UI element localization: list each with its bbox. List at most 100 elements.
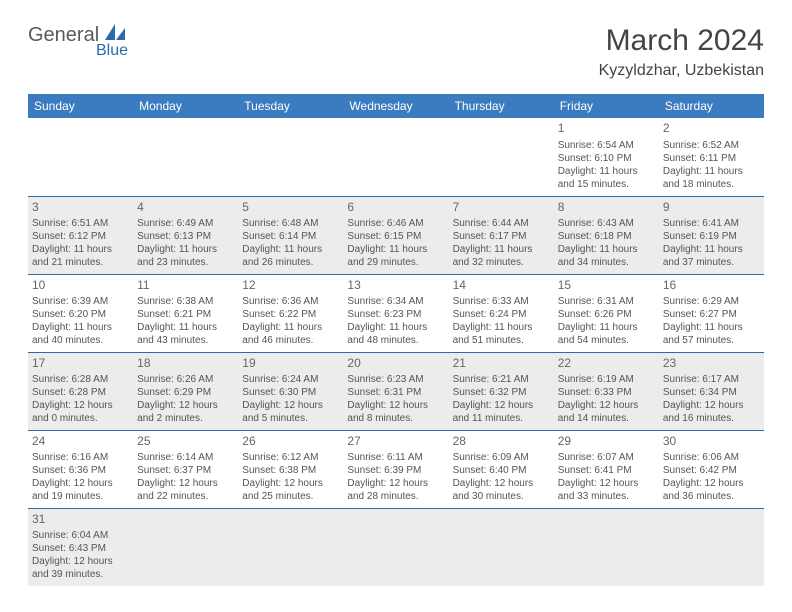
calendar-cell bbox=[133, 508, 238, 586]
day-detail: Sunrise: 6:09 AM bbox=[453, 451, 550, 464]
calendar-cell: 13Sunrise: 6:34 AMSunset: 6:23 PMDayligh… bbox=[343, 274, 448, 352]
day-detail: Sunset: 6:23 PM bbox=[347, 308, 444, 321]
day-detail: and 23 minutes. bbox=[137, 256, 234, 269]
day-number: 25 bbox=[137, 434, 234, 450]
day-detail: Daylight: 12 hours bbox=[32, 555, 129, 568]
day-detail: and 51 minutes. bbox=[453, 334, 550, 347]
calendar-cell bbox=[238, 508, 343, 586]
day-detail: Daylight: 11 hours bbox=[137, 321, 234, 334]
calendar-cell bbox=[659, 508, 764, 586]
day-detail: Sunrise: 6:52 AM bbox=[663, 139, 760, 152]
day-number: 7 bbox=[453, 200, 550, 216]
day-detail: Sunrise: 6:49 AM bbox=[137, 217, 234, 230]
calendar-cell: 8Sunrise: 6:43 AMSunset: 6:18 PMDaylight… bbox=[554, 196, 659, 274]
day-detail: Sunset: 6:18 PM bbox=[558, 230, 655, 243]
calendar-week: 3Sunrise: 6:51 AMSunset: 6:12 PMDaylight… bbox=[28, 196, 764, 274]
day-detail: Sunrise: 6:34 AM bbox=[347, 295, 444, 308]
day-detail: Daylight: 12 hours bbox=[32, 477, 129, 490]
calendar-cell: 27Sunrise: 6:11 AMSunset: 6:39 PMDayligh… bbox=[343, 430, 448, 508]
day-detail: Daylight: 11 hours bbox=[558, 243, 655, 256]
day-detail: Sunset: 6:36 PM bbox=[32, 464, 129, 477]
day-detail: and 16 minutes. bbox=[663, 412, 760, 425]
calendar-cell: 28Sunrise: 6:09 AMSunset: 6:40 PMDayligh… bbox=[449, 430, 554, 508]
day-detail: Sunset: 6:28 PM bbox=[32, 386, 129, 399]
day-detail: Sunrise: 6:33 AM bbox=[453, 295, 550, 308]
day-detail: Sunset: 6:29 PM bbox=[137, 386, 234, 399]
day-detail: Sunset: 6:21 PM bbox=[137, 308, 234, 321]
day-detail: Sunset: 6:15 PM bbox=[347, 230, 444, 243]
calendar-cell: 14Sunrise: 6:33 AMSunset: 6:24 PMDayligh… bbox=[449, 274, 554, 352]
day-detail: Daylight: 11 hours bbox=[242, 243, 339, 256]
day-detail: Daylight: 11 hours bbox=[347, 321, 444, 334]
calendar-week: 31Sunrise: 6:04 AMSunset: 6:43 PMDayligh… bbox=[28, 508, 764, 586]
calendar-cell bbox=[449, 508, 554, 586]
day-detail: Daylight: 12 hours bbox=[347, 399, 444, 412]
day-detail: and 22 minutes. bbox=[137, 490, 234, 503]
calendar-week: 10Sunrise: 6:39 AMSunset: 6:20 PMDayligh… bbox=[28, 274, 764, 352]
day-number: 16 bbox=[663, 278, 760, 294]
calendar-cell: 3Sunrise: 6:51 AMSunset: 6:12 PMDaylight… bbox=[28, 196, 133, 274]
day-detail: and 0 minutes. bbox=[32, 412, 129, 425]
calendar-body: 1Sunrise: 6:54 AMSunset: 6:10 PMDaylight… bbox=[28, 118, 764, 586]
day-number: 3 bbox=[32, 200, 129, 216]
day-detail: Daylight: 12 hours bbox=[453, 477, 550, 490]
day-detail: Daylight: 12 hours bbox=[32, 399, 129, 412]
day-detail: Daylight: 11 hours bbox=[347, 243, 444, 256]
day-detail: Sunrise: 6:19 AM bbox=[558, 373, 655, 386]
day-number: 1 bbox=[558, 121, 655, 137]
day-header: Tuesday bbox=[238, 94, 343, 118]
day-detail: Sunrise: 6:26 AM bbox=[137, 373, 234, 386]
calendar-cell: 18Sunrise: 6:26 AMSunset: 6:29 PMDayligh… bbox=[133, 352, 238, 430]
day-detail: Daylight: 11 hours bbox=[453, 243, 550, 256]
day-detail: and 28 minutes. bbox=[347, 490, 444, 503]
day-detail: Sunset: 6:39 PM bbox=[347, 464, 444, 477]
day-detail: Sunset: 6:41 PM bbox=[558, 464, 655, 477]
day-detail: and 54 minutes. bbox=[558, 334, 655, 347]
day-detail: Daylight: 11 hours bbox=[32, 321, 129, 334]
day-detail: Sunset: 6:31 PM bbox=[347, 386, 444, 399]
day-detail: Sunset: 6:10 PM bbox=[558, 152, 655, 165]
day-detail: Daylight: 12 hours bbox=[558, 399, 655, 412]
calendar-cell: 21Sunrise: 6:21 AMSunset: 6:32 PMDayligh… bbox=[449, 352, 554, 430]
calendar-cell bbox=[28, 118, 133, 196]
day-detail: Daylight: 11 hours bbox=[242, 321, 339, 334]
day-detail: Sunset: 6:42 PM bbox=[663, 464, 760, 477]
day-detail: and 19 minutes. bbox=[32, 490, 129, 503]
day-number: 6 bbox=[347, 200, 444, 216]
day-detail: Daylight: 12 hours bbox=[137, 399, 234, 412]
calendar-cell: 9Sunrise: 6:41 AMSunset: 6:19 PMDaylight… bbox=[659, 196, 764, 274]
title-block: March 2024 Kyzyldzhar, Uzbekistan bbox=[599, 24, 764, 80]
logo-text-blue: Blue bbox=[96, 42, 128, 60]
calendar-cell: 26Sunrise: 6:12 AMSunset: 6:38 PMDayligh… bbox=[238, 430, 343, 508]
day-number: 17 bbox=[32, 356, 129, 372]
day-detail: Sunrise: 6:41 AM bbox=[663, 217, 760, 230]
day-number: 20 bbox=[347, 356, 444, 372]
calendar-cell: 19Sunrise: 6:24 AMSunset: 6:30 PMDayligh… bbox=[238, 352, 343, 430]
day-detail: Sunrise: 6:07 AM bbox=[558, 451, 655, 464]
day-number: 24 bbox=[32, 434, 129, 450]
calendar-table: Sunday Monday Tuesday Wednesday Thursday… bbox=[28, 94, 764, 586]
calendar-cell: 25Sunrise: 6:14 AMSunset: 6:37 PMDayligh… bbox=[133, 430, 238, 508]
day-detail: Daylight: 12 hours bbox=[453, 399, 550, 412]
day-detail: and 57 minutes. bbox=[663, 334, 760, 347]
day-detail: Sunset: 6:43 PM bbox=[32, 542, 129, 555]
day-number: 18 bbox=[137, 356, 234, 372]
day-detail: Daylight: 11 hours bbox=[137, 243, 234, 256]
calendar-cell: 7Sunrise: 6:44 AMSunset: 6:17 PMDaylight… bbox=[449, 196, 554, 274]
day-detail: and 26 minutes. bbox=[242, 256, 339, 269]
day-header: Friday bbox=[554, 94, 659, 118]
calendar-cell: 30Sunrise: 6:06 AMSunset: 6:42 PMDayligh… bbox=[659, 430, 764, 508]
calendar-cell: 16Sunrise: 6:29 AMSunset: 6:27 PMDayligh… bbox=[659, 274, 764, 352]
calendar-cell: 24Sunrise: 6:16 AMSunset: 6:36 PMDayligh… bbox=[28, 430, 133, 508]
day-header-row: Sunday Monday Tuesday Wednesday Thursday… bbox=[28, 94, 764, 118]
day-number: 5 bbox=[242, 200, 339, 216]
day-detail: Daylight: 12 hours bbox=[558, 477, 655, 490]
day-detail: Daylight: 11 hours bbox=[663, 243, 760, 256]
day-detail: Sunset: 6:14 PM bbox=[242, 230, 339, 243]
day-number: 9 bbox=[663, 200, 760, 216]
day-detail: Sunrise: 6:16 AM bbox=[32, 451, 129, 464]
calendar-cell: 23Sunrise: 6:17 AMSunset: 6:34 PMDayligh… bbox=[659, 352, 764, 430]
day-number: 12 bbox=[242, 278, 339, 294]
month-title: March 2024 bbox=[599, 24, 764, 58]
calendar-cell: 10Sunrise: 6:39 AMSunset: 6:20 PMDayligh… bbox=[28, 274, 133, 352]
